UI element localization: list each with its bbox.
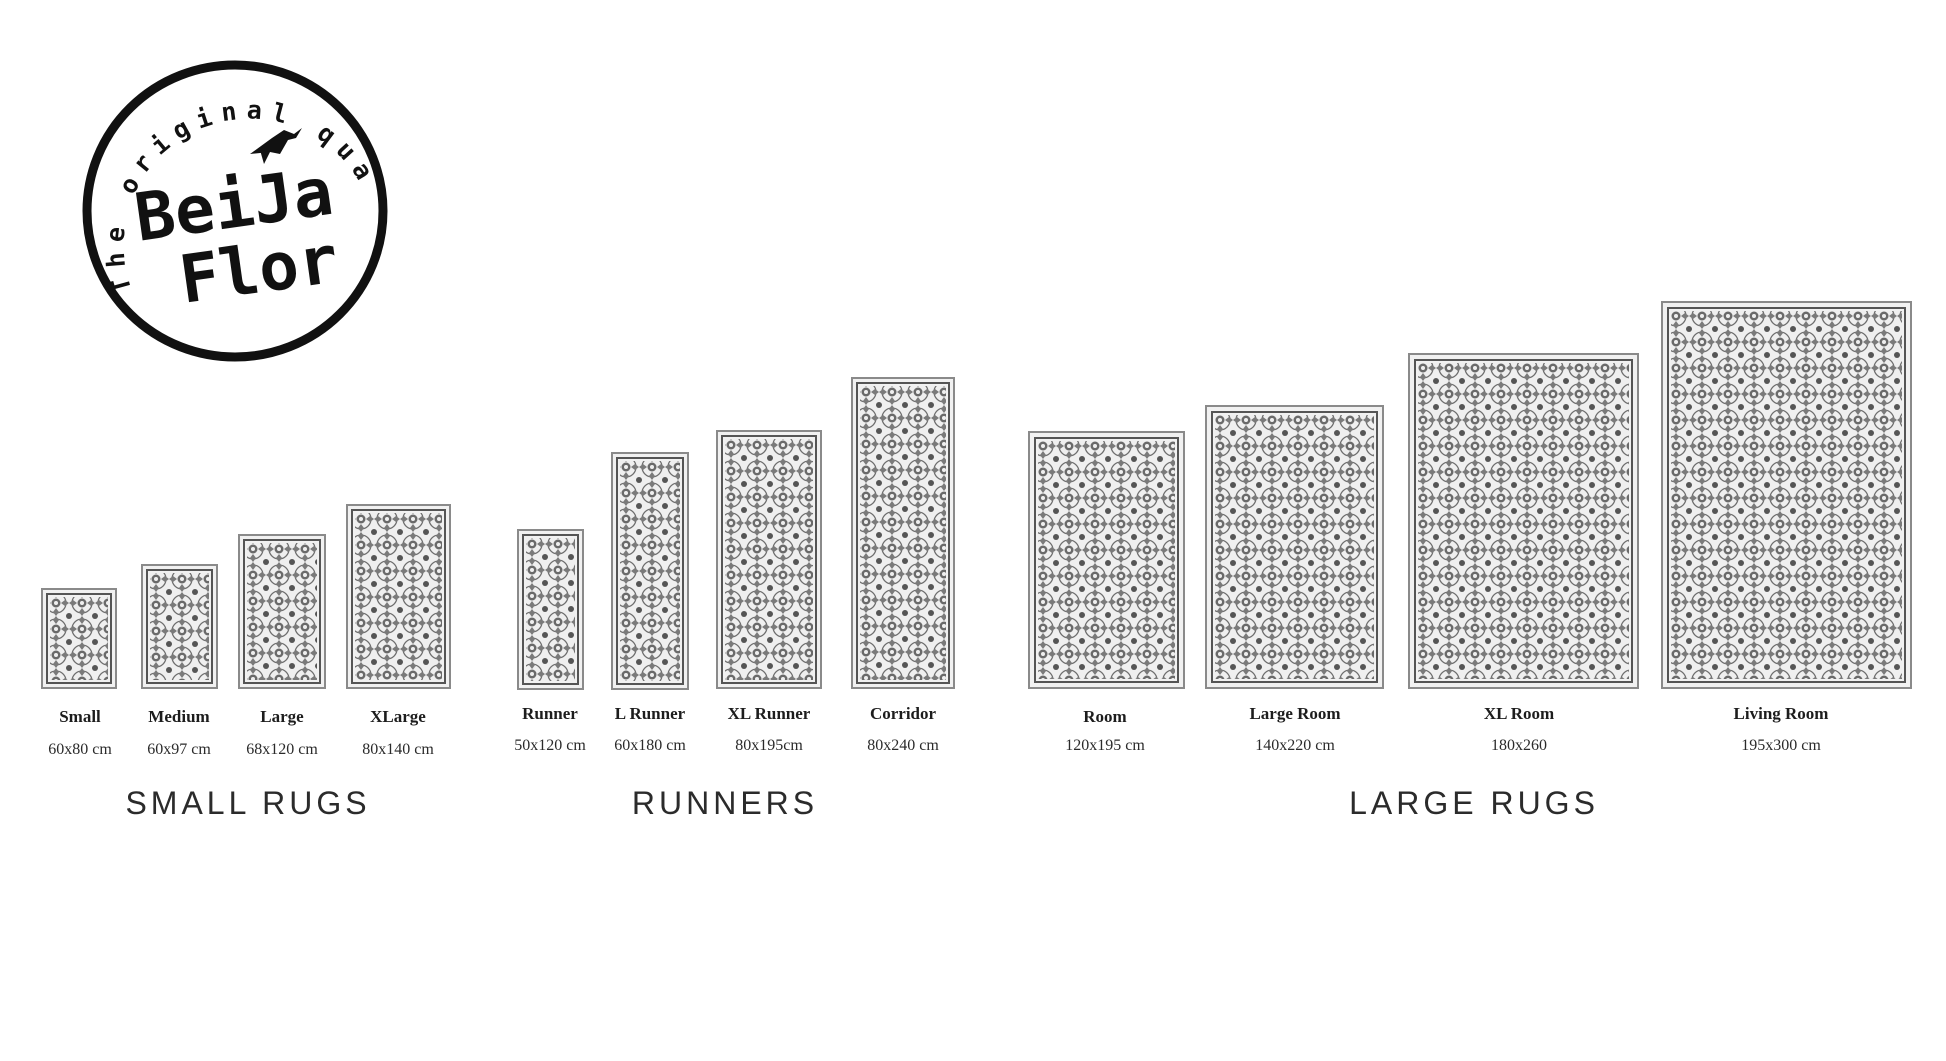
rug-name-large-room: Large Room (1249, 704, 1341, 723)
rug-name-living-room: Living Room (1733, 704, 1829, 723)
rug-size-xl-runner: 80x195cm (735, 737, 803, 754)
rug-name-medium: Medium (148, 707, 210, 726)
rug-xlarge-image (346, 504, 451, 689)
rug-name-xlarge: XLarge (370, 707, 426, 726)
rug-size-living-room: 195x300 cm (1741, 737, 1821, 754)
rug-large-image (238, 534, 326, 689)
rug-room-image (1028, 431, 1185, 689)
rug-name-l-runner: L Runner (614, 704, 686, 723)
rug-medium-image (141, 564, 218, 689)
rug-size-large-room: 140x220 cm (1255, 737, 1335, 754)
rug-l-runner-image (611, 452, 689, 690)
hummingbird-icon (250, 128, 302, 164)
rug-xl-room-image (1408, 353, 1639, 689)
rug-corridor-image (851, 377, 955, 689)
rug-size-medium: 60x97 cm (147, 741, 211, 758)
beijaflor-logo: The original quality BeiJa Flor (60, 29, 398, 370)
rug-name-runner: Runner (522, 704, 578, 723)
rug-size-room: 120x195 cm (1065, 737, 1145, 754)
rug-runner-image (517, 529, 584, 690)
rug-living-room-image (1661, 301, 1912, 689)
rug-size-small: 60x80 cm (48, 741, 112, 758)
rug-large-room-image (1205, 405, 1384, 689)
rug-name-xl-room: XL Room (1483, 704, 1555, 723)
rug-small-image (41, 588, 117, 689)
rug-xl-runner-image (716, 430, 822, 689)
rug-name-xl-runner: XL Runner (727, 704, 811, 723)
rug-name-corridor: Corridor (869, 704, 937, 723)
rug-name-small: Small (59, 707, 101, 726)
rug-name-large: Large (260, 707, 304, 726)
rug-size-runner: 50x120 cm (514, 737, 586, 754)
rug-size-xl-room: 180x260 (1491, 737, 1547, 754)
group-title-small-rugs: SMALL RUGS (125, 785, 371, 821)
rug-size-large: 68x120 cm (246, 741, 318, 758)
group-title-large-rugs: LARGE RUGS (1349, 785, 1599, 821)
rug-size-l-runner: 60x180 cm (614, 737, 686, 754)
group-title-runners: RUNNERS (631, 785, 819, 821)
rug-size-xlarge: 80x140 cm (362, 741, 434, 758)
rug-size-corridor: 80x240 cm (867, 737, 939, 754)
rug-name-room: Room (1083, 707, 1127, 726)
